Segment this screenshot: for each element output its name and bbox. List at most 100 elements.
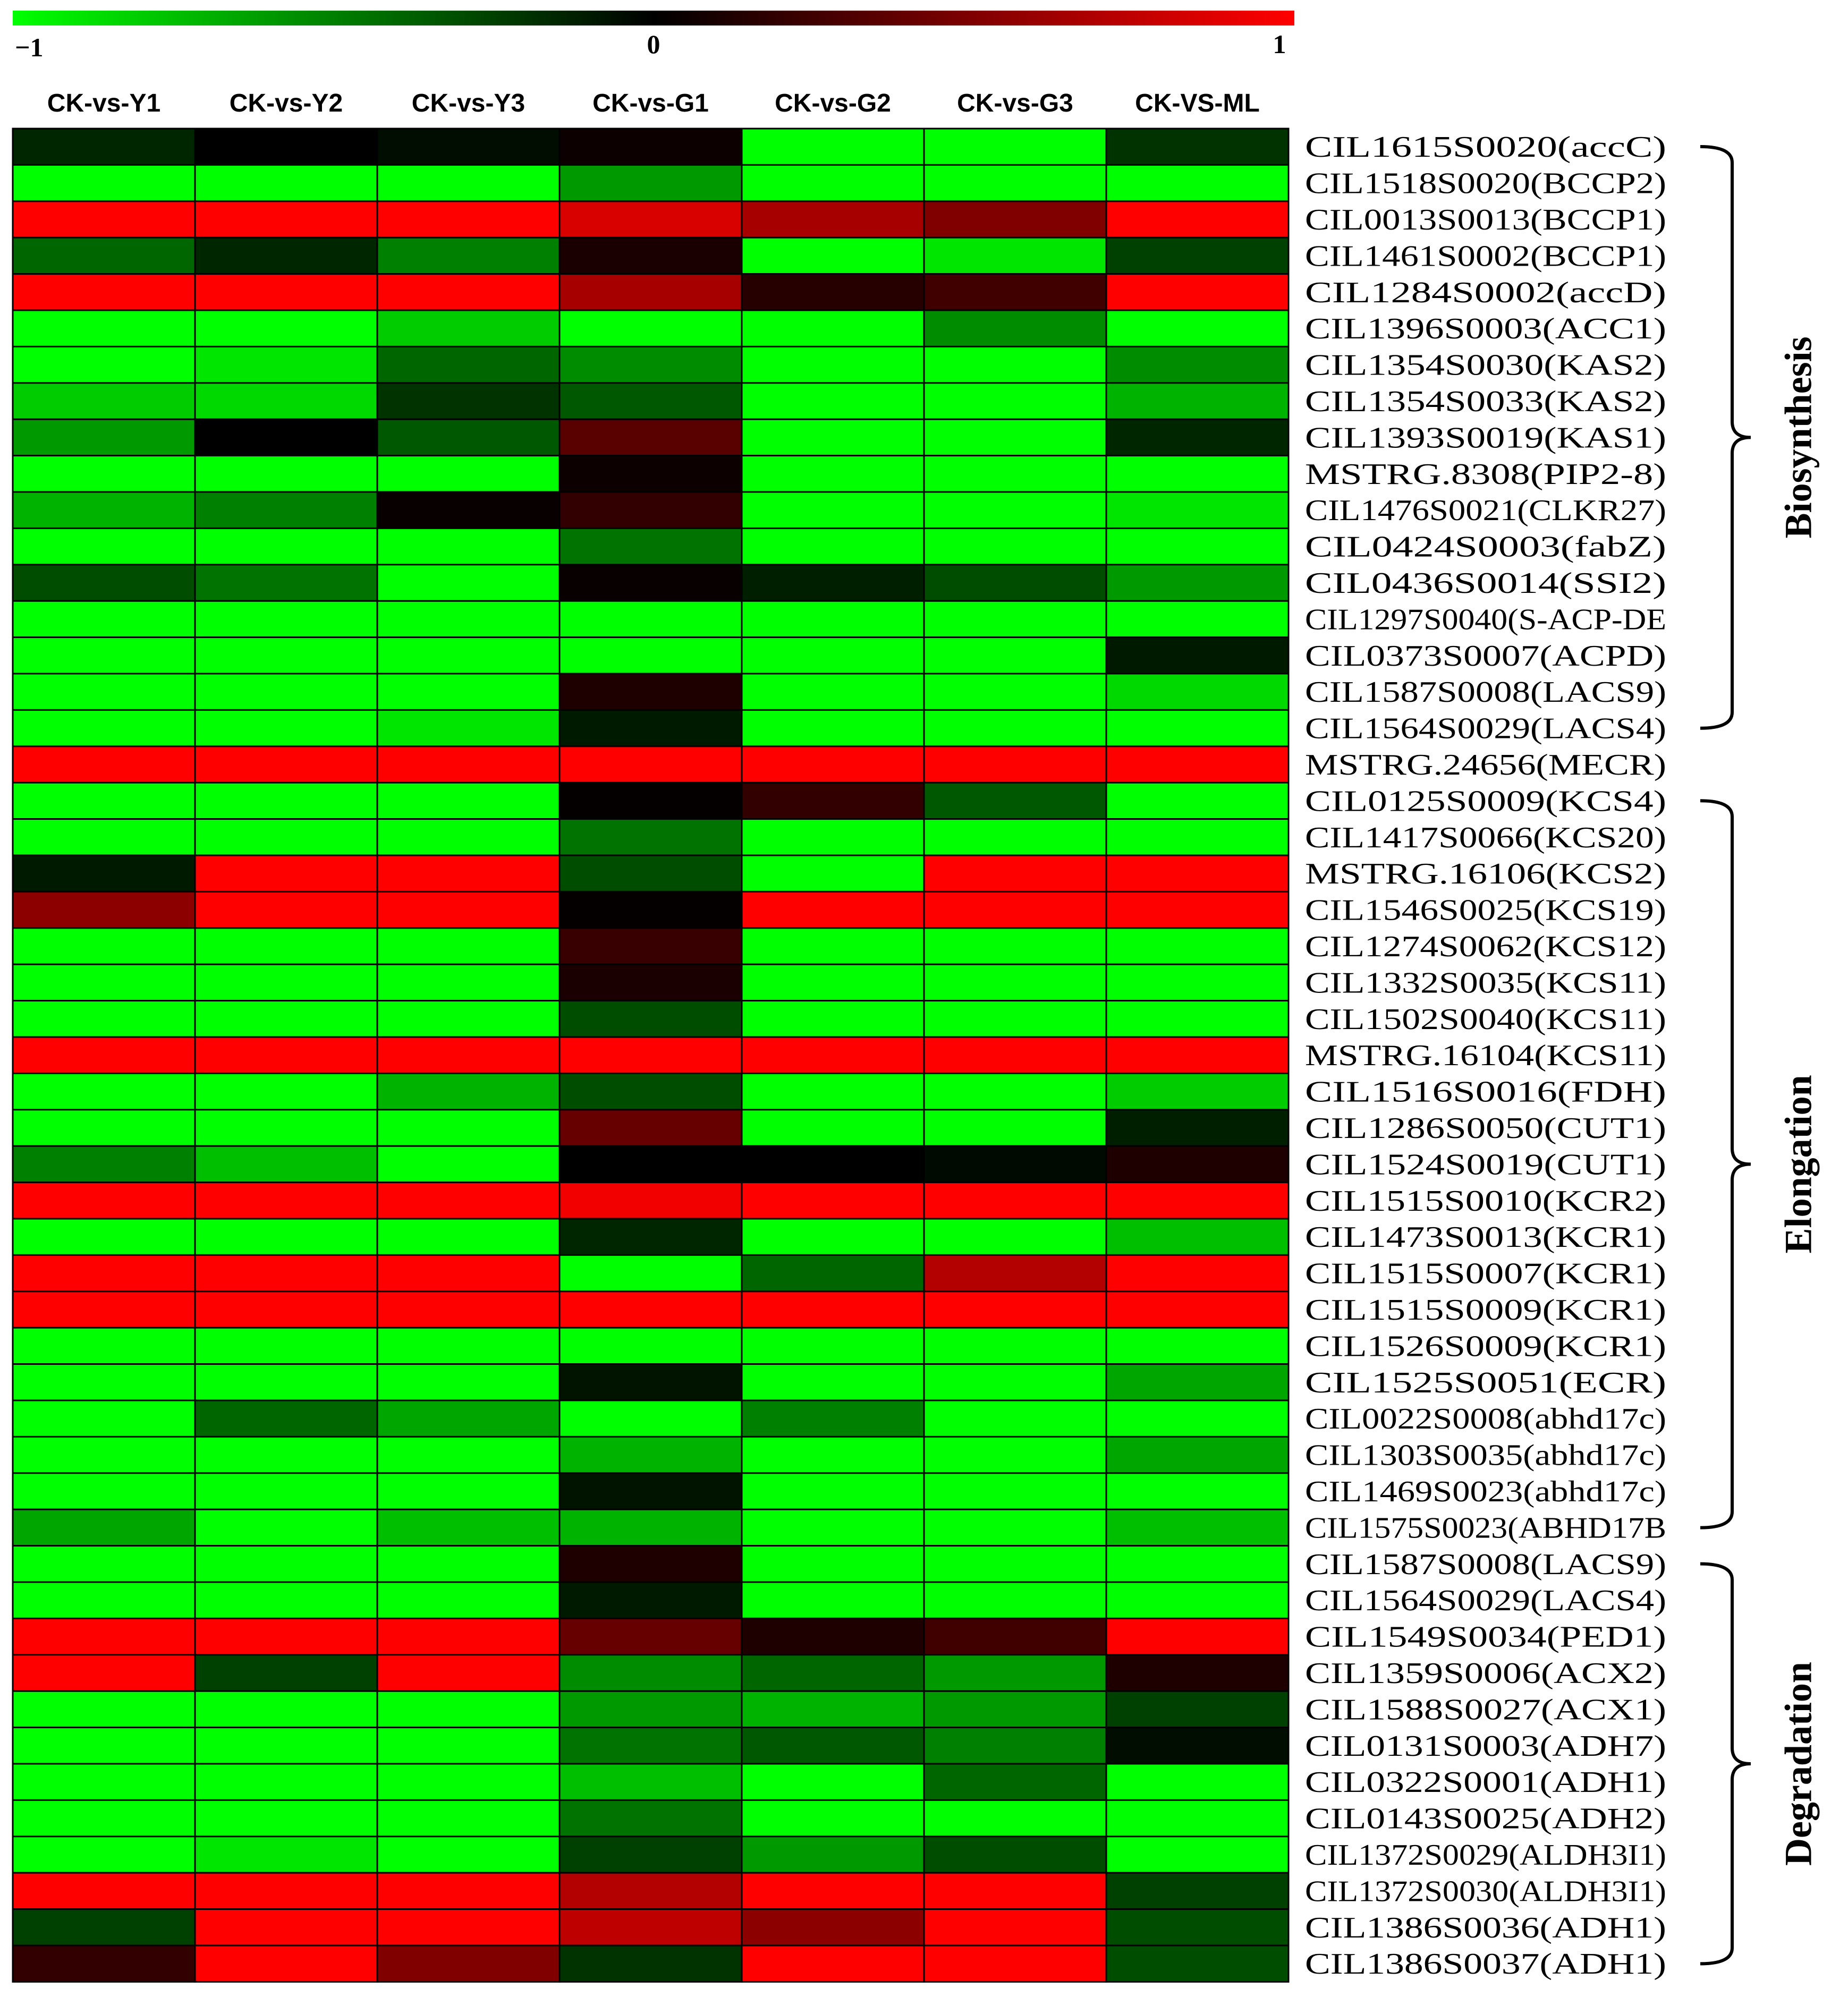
heatmap-cell: [194, 309, 378, 347]
row-labels: CIL1615S0020(accC)CIL1518S0020(BCCP2)CIL…: [1305, 131, 1666, 1981]
color-scale: −1 0 1: [13, 11, 1294, 62]
gene-label: CIL0143S0025(ADH2): [1305, 1803, 1666, 1835]
heatmap-cell: [194, 1581, 378, 1619]
heatmap-cell: [12, 1254, 196, 1293]
heatmap-cell: [923, 382, 1107, 420]
heatmap-cell: [558, 1109, 743, 1147]
heatmap-cell: [923, 1435, 1107, 1474]
heatmap-cell: [194, 636, 378, 675]
heatmap-cell: [1105, 1727, 1290, 1765]
heatmap-cell: [741, 164, 925, 202]
heatmap-cell: [558, 1290, 743, 1329]
heatmap-cell: [923, 345, 1107, 384]
heatmap-cell: [1105, 1254, 1290, 1293]
heatmap-cell: [1105, 1690, 1290, 1729]
heatmap-cell: [741, 527, 925, 566]
heatmap-cell: [194, 673, 378, 711]
heatmap-cell: [558, 1036, 743, 1074]
heatmap-cell: [376, 1763, 561, 1801]
heatmap-cell: [194, 709, 378, 747]
heatmap-cell: [558, 273, 743, 311]
heatmap-cell: [923, 1109, 1107, 1147]
gene-label: CIL0373S0007(ACPD): [1305, 640, 1666, 673]
heatmap-cell: [376, 309, 561, 347]
heatmap-cell: [194, 1036, 378, 1074]
heatmap-cell: [558, 1182, 743, 1220]
heatmap-cell: [12, 927, 196, 965]
heatmap-cell: [1105, 1581, 1290, 1619]
heatmap-cell: [1105, 709, 1290, 747]
heatmap-cell: [923, 890, 1107, 929]
heatmap-cell: [923, 1835, 1107, 1874]
heatmap-cell: [923, 1363, 1107, 1401]
heatmap-cell: [741, 854, 925, 893]
heatmap-cell: [923, 1399, 1107, 1438]
gene-label: CIL1417S0066(KCS20): [1305, 821, 1666, 854]
heatmap-cell: [923, 1254, 1107, 1293]
gene-label: CIL0424S0003(fabZ): [1305, 531, 1666, 564]
heatmap-cell: [12, 1835, 196, 1874]
heatmap-cell: [558, 1145, 743, 1184]
gene-label: CIL1461S0002(BCCP1): [1305, 240, 1666, 273]
heatmap-cell: [741, 1617, 925, 1656]
heatmap-cell: [558, 128, 743, 166]
heatmap-cell: [12, 128, 196, 166]
heatmap-cell: [376, 781, 561, 820]
heatmap-cell: [923, 818, 1107, 856]
group-bracket: [1700, 1562, 1751, 1966]
heatmap-cell: [376, 1472, 561, 1510]
heatmap-cell: [376, 164, 561, 202]
heatmap-cell: [741, 345, 925, 384]
heatmap-cell: [376, 1908, 561, 1947]
gene-label: CIL1587S0008(LACS9): [1305, 1548, 1666, 1581]
heatmap-cell: [923, 236, 1107, 275]
heatmap-cell: [194, 1908, 378, 1947]
heatmap-cell: [376, 1799, 561, 1838]
heatmap-cell: [194, 745, 378, 784]
heatmap-cell: [741, 236, 925, 275]
heatmap-cell: [1105, 236, 1290, 275]
gene-label: CIL1386S0036(ADH1): [1305, 1911, 1666, 1944]
heatmap-cell: [376, 128, 561, 166]
heatmap-cell: [923, 1727, 1107, 1765]
heatmap-cell: [558, 382, 743, 420]
heatmap-cell: [741, 927, 925, 965]
heatmap-cell: [194, 1690, 378, 1729]
heatmap-cell: [12, 1218, 196, 1256]
heatmap-cell: [12, 636, 196, 675]
heatmap-cell: [376, 1000, 561, 1038]
heatmap-cell: [558, 709, 743, 747]
heatmap-cell: [1105, 382, 1290, 420]
heatmap-cell: [923, 1036, 1107, 1074]
heatmap-cell: [923, 564, 1107, 602]
column-label: CK-vs-Y1: [47, 89, 160, 117]
heatmap-cell: [376, 1109, 561, 1147]
heatmap-cell: [376, 673, 561, 711]
heatmap-cell: [923, 527, 1107, 566]
heatmap-cell: [12, 273, 196, 311]
heatmap-cell: [923, 128, 1107, 166]
group-label: Degradation: [1777, 1662, 1820, 1866]
heatmap-cell: [376, 854, 561, 893]
column-label: CK-vs-G1: [592, 89, 709, 117]
heatmap-cell: [1105, 1545, 1290, 1583]
heatmap-cell: [12, 455, 196, 493]
heatmap-cell: [558, 1508, 743, 1547]
heatmap-cell: [923, 1872, 1107, 1910]
heatmap-cell: [923, 927, 1107, 965]
heatmap-cell: [12, 1036, 196, 1074]
gene-label: CIL1354S0033(KAS2): [1305, 385, 1666, 418]
heatmap-cell: [558, 345, 743, 384]
heatmap-cell: [194, 1000, 378, 1038]
heatmap-cell: [741, 890, 925, 929]
heatmap-cell: [194, 236, 378, 275]
heatmap-cell: [194, 1363, 378, 1401]
heatmap-cell: [376, 1218, 561, 1256]
heatmap-cell: [923, 1763, 1107, 1801]
heatmap-cell: [376, 1182, 561, 1220]
heatmap-cell: [923, 1617, 1107, 1656]
heatmap-cell: [741, 200, 925, 239]
gene-label: CIL1516S0016(FDH): [1305, 1076, 1666, 1109]
heatmap-cell: [376, 1145, 561, 1184]
heatmap-cell: [12, 1763, 196, 1801]
